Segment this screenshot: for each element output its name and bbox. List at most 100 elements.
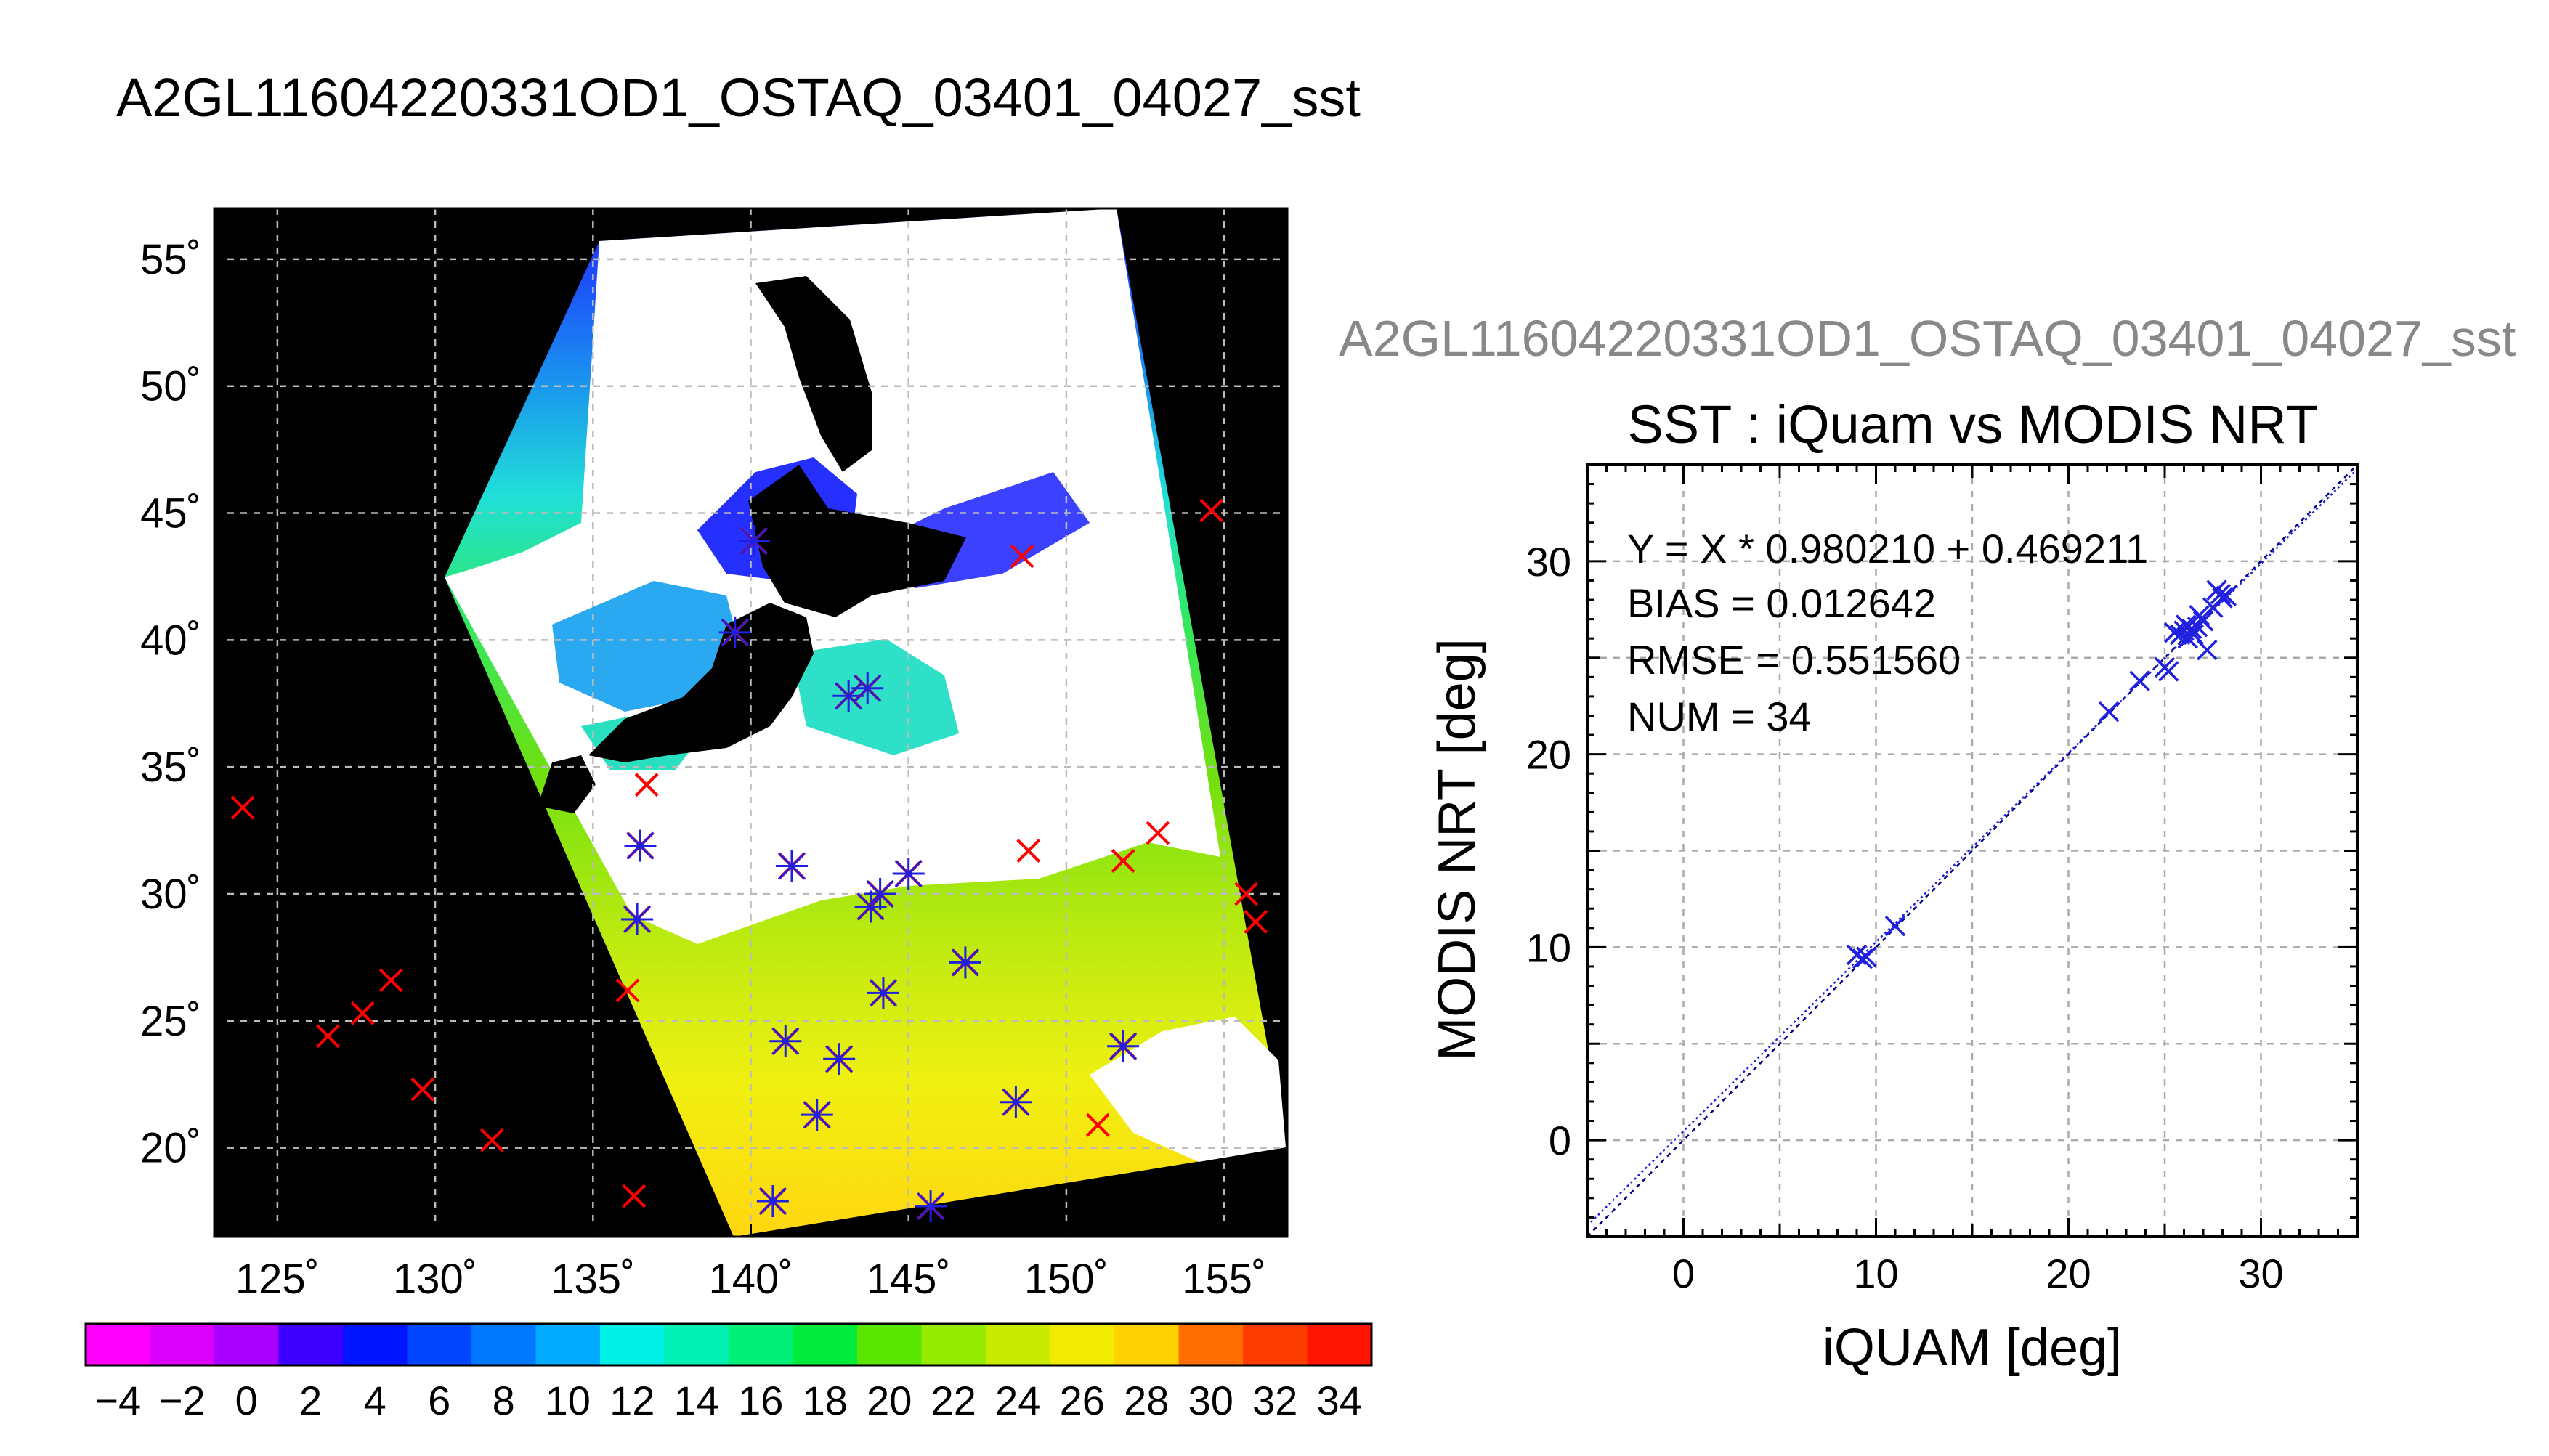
colorbar-cell	[729, 1324, 794, 1365]
map-matched-marker	[756, 1185, 789, 1218]
longitude-tick-label: 155˚	[1182, 1256, 1266, 1303]
chart-title: SST : iQuam vs MODIS NRT	[1627, 394, 2318, 455]
map-buoy-marker	[622, 1184, 647, 1208]
map-buoy-marker	[378, 968, 403, 993]
cloud-southeast	[1090, 1017, 1286, 1162]
colorbar-cell	[1307, 1324, 1372, 1365]
colorbar-label: −2	[159, 1378, 206, 1423]
x-tick-label: 10	[1853, 1250, 1898, 1296]
y-tick-label: 0	[1549, 1118, 1571, 1163]
scatter-point	[2175, 614, 2197, 635]
colorbar-cell	[1178, 1324, 1244, 1365]
colorbar-cell	[86, 1324, 151, 1365]
colorbar-label: 24	[995, 1378, 1040, 1423]
scatter-point	[2210, 583, 2232, 605]
map-matched-marker	[769, 1025, 802, 1057]
colorbar-border	[84, 1322, 1373, 1367]
map-buoy-marker	[230, 795, 255, 820]
map-matched-marker	[1107, 1030, 1140, 1062]
land-sakhalin	[755, 276, 872, 472]
colorbar: −4 −2 0 2 4 6 8 10 12 14 16 18 20 22 24 26 28 30 32 34	[84, 1322, 1373, 1423]
scatter-plot: 0 10 20 30 0 10 20 30 Y = X * 0.980210 + 0.4692…	[1428, 463, 2359, 1377]
colorbar-label: 20	[867, 1378, 912, 1423]
colorbar-cell	[1243, 1324, 1308, 1365]
x-tick-label: 20	[2046, 1250, 2091, 1296]
colorbar-cell	[471, 1324, 537, 1365]
y-tick-label: 20	[1526, 732, 1571, 778]
map-matched-marker	[718, 616, 751, 648]
longitude-tick-label: 125˚	[235, 1256, 320, 1303]
colorbar-label: 12	[609, 1378, 655, 1423]
y-tick-label: 30	[1526, 539, 1571, 585]
y-tick-label: 10	[1526, 924, 1571, 970]
map-matched-marker	[867, 977, 899, 1009]
map-matched-marker	[864, 878, 896, 910]
scatter-points	[1846, 579, 2237, 969]
colorbar-cell	[664, 1324, 729, 1365]
colorbar-cell	[278, 1324, 344, 1365]
map-buoy-marker	[1199, 498, 1224, 523]
latitude-tick-label: 45˚	[140, 490, 201, 537]
colorbar-cell	[793, 1324, 858, 1365]
longitude-tick-label: 140˚	[708, 1256, 793, 1303]
land-honshu	[588, 603, 814, 762]
latitude-tick-label: 50˚	[140, 363, 201, 410]
regression-line	[1586, 468, 2358, 1227]
map-matched-marker	[621, 903, 654, 935]
scatter-point	[1852, 948, 1873, 969]
latitude-tick-label: 30˚	[140, 871, 201, 918]
scatter-point	[1856, 946, 1877, 967]
map-buoy-marker	[315, 1024, 340, 1049]
colorbar-cell	[535, 1324, 601, 1365]
map-buoy-marker	[479, 1128, 504, 1152]
colorbar-label: −4	[94, 1378, 141, 1423]
map-matched-marker	[801, 1099, 833, 1131]
scatter-point	[2192, 611, 2214, 632]
longitude-tick-label: 145˚	[867, 1256, 951, 1303]
colorbar-label: 6	[428, 1378, 450, 1423]
colorbar-cell	[150, 1324, 215, 1365]
colorbar-cell	[343, 1324, 408, 1365]
colorbar-label: 18	[803, 1378, 848, 1423]
map-buoy-marker	[634, 773, 659, 797]
colorbar-label: 2	[299, 1378, 322, 1423]
colorbar-cell	[600, 1324, 665, 1365]
colorbar-label: 16	[738, 1378, 783, 1423]
latitude-tick-label: 20˚	[140, 1125, 201, 1172]
map-buoy-marker	[1010, 544, 1034, 569]
map-buoy-marker	[410, 1077, 435, 1102]
scatter-point	[2216, 585, 2237, 606]
colorbar-cell	[921, 1324, 986, 1365]
colorbar-cell	[1050, 1324, 1115, 1365]
map-matched-marker	[1000, 1086, 1032, 1118]
colorbar-cell	[407, 1324, 472, 1365]
scatter-point	[2098, 701, 2120, 723]
x-axis-label: iQUAM [deg]	[1823, 1319, 2122, 1377]
colorbar-cells	[86, 1324, 1372, 1365]
scatter-point	[1884, 915, 1906, 937]
map-matched-marker	[823, 1043, 856, 1075]
map-matched-marker	[949, 946, 981, 979]
map-matched-marker	[851, 672, 884, 704]
scatter-point	[2181, 618, 2202, 640]
map-buoy-marker	[1016, 839, 1041, 863]
colorbar-label: 34	[1317, 1378, 1362, 1423]
colorbar-label: 32	[1252, 1378, 1297, 1423]
map-title: A2GL11604220331OD1_OSTAQ_03401_04027_sst	[116, 68, 1361, 128]
map-buoy-marker	[1244, 910, 1268, 934]
colorbar-label: 30	[1188, 1378, 1233, 1423]
colorbar-label: 28	[1124, 1378, 1169, 1423]
land-kyushu	[538, 755, 596, 813]
map-buoy-marker	[1085, 1113, 1110, 1137]
land-hokkaido	[748, 465, 966, 617]
longitude-tick-label: 135˚	[551, 1256, 635, 1303]
scatter-point	[2189, 605, 2210, 626]
scatter-point	[2212, 587, 2233, 609]
latitude-tick-label: 55˚	[140, 236, 201, 283]
latitude-tick-label: 35˚	[140, 744, 201, 791]
longitude-tick-label: 130˚	[393, 1256, 477, 1303]
rmse-value: RMSE = 0.551560	[1627, 637, 1961, 683]
map-buoy-marker	[1146, 821, 1170, 845]
colorbar-label: 26	[1060, 1378, 1105, 1423]
